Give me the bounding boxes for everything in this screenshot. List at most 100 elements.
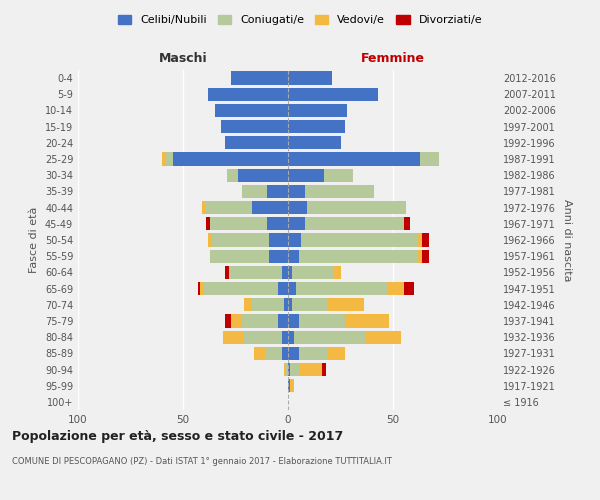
Text: Popolazione per età, sesso e stato civile - 2017: Popolazione per età, sesso e stato civil… — [12, 430, 343, 443]
Bar — [202, 201, 206, 214]
Bar — [288, 282, 296, 295]
Text: COMUNE DI PESCOPAGANO (PZ) - Dati ISTAT 1° gennaio 2017 - Elaborazione TUTTITALI: COMUNE DI PESCOPAGANO (PZ) - Dati ISTAT … — [12, 458, 392, 466]
Bar — [299, 314, 344, 328]
Bar — [215, 104, 288, 117]
Bar — [288, 363, 290, 376]
Bar — [288, 185, 305, 198]
Bar — [422, 234, 429, 246]
Bar — [288, 136, 341, 149]
Bar — [299, 363, 322, 376]
Bar — [277, 282, 288, 295]
Bar — [225, 314, 232, 328]
Bar — [288, 330, 295, 344]
Bar — [238, 168, 288, 182]
Bar — [422, 250, 429, 263]
Bar — [269, 234, 288, 246]
Bar — [282, 330, 288, 344]
Bar — [305, 185, 374, 198]
Bar — [288, 152, 421, 166]
Bar — [288, 379, 290, 392]
Y-axis label: Fasce di età: Fasce di età — [29, 207, 39, 273]
Bar — [404, 217, 410, 230]
Bar — [328, 298, 364, 312]
Bar — [211, 250, 269, 263]
Bar — [284, 363, 286, 376]
Bar — [305, 217, 404, 230]
Bar — [162, 152, 166, 166]
Legend: Celibi/Nubili, Coniugati/e, Vedovi/e, Divorziati/e: Celibi/Nubili, Coniugati/e, Vedovi/e, Di… — [113, 10, 487, 30]
Text: Femmine: Femmine — [361, 52, 425, 65]
Bar — [286, 363, 288, 376]
Bar — [288, 72, 332, 85]
Bar — [210, 217, 267, 230]
Bar — [173, 152, 288, 166]
Bar — [299, 346, 328, 360]
Bar — [292, 298, 328, 312]
Bar — [265, 346, 282, 360]
Bar — [229, 266, 282, 279]
Bar — [288, 201, 307, 214]
Bar — [295, 330, 366, 344]
Bar — [267, 217, 288, 230]
Bar — [292, 266, 334, 279]
Bar — [418, 234, 422, 246]
Bar — [345, 314, 389, 328]
Bar — [418, 250, 422, 263]
Bar — [290, 363, 299, 376]
Bar — [288, 266, 292, 279]
Bar — [282, 266, 288, 279]
Bar — [301, 234, 418, 246]
Bar — [290, 379, 295, 392]
Bar — [421, 152, 439, 166]
Bar — [288, 168, 324, 182]
Bar — [267, 185, 288, 198]
Bar — [366, 330, 401, 344]
Bar — [322, 363, 326, 376]
Bar — [404, 282, 414, 295]
Bar — [242, 185, 267, 198]
Bar — [212, 234, 269, 246]
Bar — [288, 217, 305, 230]
Bar — [288, 346, 299, 360]
Bar — [244, 298, 252, 312]
Bar — [288, 120, 345, 134]
Bar — [387, 282, 404, 295]
Bar — [288, 298, 292, 312]
Bar — [221, 120, 288, 134]
Bar — [328, 346, 345, 360]
Bar — [288, 234, 301, 246]
Bar — [288, 314, 299, 328]
Bar — [166, 152, 173, 166]
Bar — [225, 136, 288, 149]
Bar — [206, 201, 252, 214]
Bar — [208, 88, 288, 101]
Bar — [324, 168, 353, 182]
Bar — [242, 314, 277, 328]
Bar — [232, 72, 288, 85]
Bar — [227, 168, 238, 182]
Bar — [334, 266, 341, 279]
Bar — [200, 282, 204, 295]
Bar — [244, 330, 282, 344]
Bar — [307, 201, 406, 214]
Bar — [299, 250, 418, 263]
Text: Maschi: Maschi — [158, 52, 208, 65]
Bar — [284, 298, 288, 312]
Bar — [232, 314, 242, 328]
Bar — [254, 346, 265, 360]
Bar — [225, 266, 229, 279]
Bar — [252, 201, 288, 214]
Bar — [288, 104, 347, 117]
Y-axis label: Anni di nascita: Anni di nascita — [562, 198, 572, 281]
Bar — [296, 282, 387, 295]
Bar — [288, 250, 299, 263]
Bar — [223, 330, 244, 344]
Bar — [253, 298, 284, 312]
Bar — [282, 346, 288, 360]
Bar — [204, 282, 277, 295]
Bar — [277, 314, 288, 328]
Bar — [206, 217, 210, 230]
Bar — [288, 88, 379, 101]
Bar — [208, 234, 212, 246]
Bar — [269, 250, 288, 263]
